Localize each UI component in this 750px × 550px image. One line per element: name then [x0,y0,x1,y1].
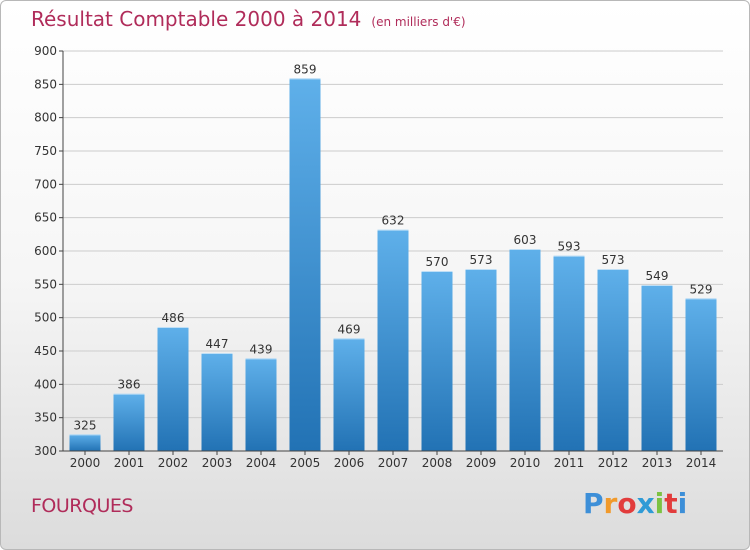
x-tick-label: 2013 [642,456,673,470]
x-tick-label: 2010 [510,456,541,470]
commune-name: FOURQUES [31,495,133,517]
x-tick-label: 2000 [70,456,101,470]
y-tick-label: 750 [34,144,57,158]
bar [597,269,629,451]
y-tick-label: 400 [34,377,57,391]
bar [421,271,453,451]
y-tick-label: 700 [34,177,57,191]
bar [157,327,189,451]
data-label: 570 [426,255,449,269]
bar [113,393,145,451]
y-tick-label: 650 [34,211,57,225]
bar [289,78,321,451]
y-tick-label: 850 [34,77,57,91]
data-label: 439 [250,342,273,356]
x-tick-label: 2006 [334,456,365,470]
data-label: 573 [470,253,493,267]
bar [333,338,365,451]
chart-title-main: Résultat Comptable 2000 à 2014 [31,7,362,31]
proxiti-logo[interactable]: Proxiti [583,487,687,520]
y-tick-label: 500 [34,311,57,325]
logo-letter: x [636,487,655,520]
x-tick-label: 2005 [290,456,321,470]
data-label: 386 [118,378,141,392]
x-tick-label: 2009 [466,456,497,470]
x-tick-label: 2012 [598,456,629,470]
bars [69,78,717,451]
chart-title-unit: (en milliers d'€) [371,15,466,29]
data-label: 573 [602,253,625,267]
logo-letter: i [677,487,688,520]
y-tick-label: 800 [34,111,57,125]
y-tick-label: 450 [34,344,57,358]
bar [465,269,497,451]
bar [509,249,541,451]
bar [377,229,409,451]
axes: 300 350 400 450 500 550 600 650 700 750 800 850 900 2… [34,44,723,470]
bar [641,285,673,451]
data-label: 486 [162,311,185,325]
logo-letter: P [583,487,604,520]
bar [553,255,585,451]
x-tick-label: 2003 [202,456,233,470]
data-label: 325 [74,418,97,432]
logo-letter: o [617,487,637,520]
data-label: 447 [206,337,229,351]
bar [201,353,233,451]
x-tick-label: 2008 [422,456,453,470]
y-tick-label: 600 [34,244,57,258]
data-label: 469 [338,322,361,336]
logo-letter: r [603,487,618,520]
data-label: 529 [690,282,713,296]
logo-letter: i [654,487,665,520]
y-tick-label: 550 [34,277,57,291]
logo-letter: t [664,487,678,520]
y-tick-label: 350 [34,411,57,425]
bar [685,298,717,451]
data-labels: 325 386 486 447 439 859 469 632 570 573 603 593 573 5… [74,62,713,432]
x-tick-label: 2001 [114,456,145,470]
x-tick-label: 2004 [246,456,277,470]
data-label: 603 [514,233,537,247]
bar [245,358,277,451]
data-label: 549 [646,269,669,283]
data-label: 632 [382,214,405,228]
data-label: 593 [558,240,581,254]
bar [69,434,101,451]
chart-title: Résultat Comptable 2000 à 2014 (en millie… [31,7,466,31]
x-tick-label: 2002 [158,456,189,470]
y-tick-label: 300 [34,444,57,458]
y-tick-label: 900 [34,44,57,58]
x-tick-label: 2011 [554,456,585,470]
x-tick-label: 2014 [686,456,717,470]
data-label: 859 [294,62,317,76]
x-tick-label: 2007 [378,456,409,470]
